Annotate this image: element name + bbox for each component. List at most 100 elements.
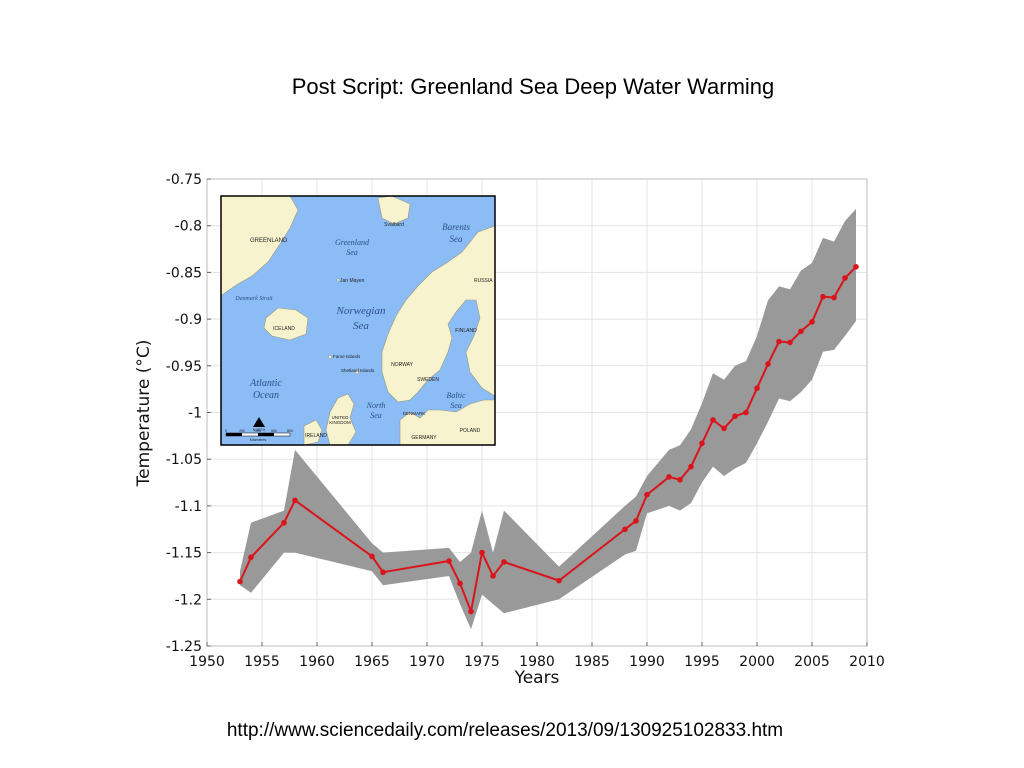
- y-tick-label-8: -0.85: [166, 265, 202, 281]
- data-point-22: [732, 413, 738, 420]
- data-point-7: [457, 580, 463, 587]
- x-tick-label-4: 1970: [409, 654, 445, 670]
- map-inset: Greenland Sea Barents Sea Norwegian Sea …: [220, 195, 496, 446]
- map-label-poland: POLAND: [460, 428, 481, 434]
- map-label-baltic-2: Sea: [450, 401, 462, 410]
- map-label-denmark-strait: Denmark Strait: [234, 296, 272, 302]
- y-tick-label-9: -0.8: [175, 219, 202, 235]
- map-shetland-islands: [354, 369, 360, 375]
- source-link[interactable]: http://www.sciencedaily.com/releases/201…: [226, 720, 784, 741]
- data-point-21: [721, 425, 727, 432]
- data-point-4: [369, 553, 375, 560]
- map-label-svalbard: Svalbard: [384, 222, 404, 228]
- map-jan-mayen: [336, 278, 340, 282]
- data-point-31: [831, 294, 837, 301]
- data-point-3: [292, 497, 298, 504]
- x-tick-label-11: 2005: [794, 654, 830, 670]
- y-tick-label-1: -1.2: [175, 592, 202, 608]
- y-tick-label-5: -1: [188, 406, 202, 422]
- map-frame: [220, 195, 496, 446]
- map-faroe-islands: [328, 355, 332, 359]
- map-land-scandinavia: [381, 225, 496, 403]
- svg-text:600: 600: [271, 429, 277, 433]
- data-point-28: [798, 328, 804, 335]
- map-label-barents-2: Sea: [450, 234, 463, 244]
- y-tick-label-4: -1.05: [166, 452, 202, 468]
- y-tick-label-0: -1.25: [166, 639, 202, 655]
- map-label-finland: FINLAND: [455, 328, 477, 334]
- map-label-atlantic-1: Atlantic: [249, 378, 282, 389]
- data-point-14: [633, 518, 639, 524]
- x-tick-label-6: 1980: [519, 654, 555, 670]
- data-point-12: [556, 577, 562, 584]
- series-line: [239, 266, 857, 616]
- data-point-5: [380, 569, 386, 576]
- x-tick-label-1: 1955: [244, 654, 280, 670]
- x-tick-label-9: 1995: [684, 654, 720, 670]
- map-label-atlantic-2: Ocean: [253, 390, 279, 401]
- data-point-6: [446, 558, 452, 564]
- x-axis-ticks: 1950 1955 1960 1965 1970 1975 1980 1985 1990 1995…: [189, 642, 885, 670]
- x-tick-label-5: 1975: [464, 654, 500, 670]
- data-point-9: [479, 549, 485, 556]
- svg-text:200: 200: [239, 429, 245, 433]
- map-label-faroe: Faroe Islands: [333, 354, 361, 359]
- map-label-barents-1: Barents: [442, 222, 470, 232]
- slide-title: Post Script: Greenland Sea Deep Water Wa…: [291, 74, 775, 99]
- x-tick-label-8: 1990: [629, 654, 665, 670]
- x-tick-label-10: 2000: [739, 654, 775, 670]
- data-point-33: [853, 263, 859, 270]
- map-label-uk-2: KINGDOM: [329, 420, 351, 425]
- svg-text:Kilometres: Kilometres: [250, 438, 267, 442]
- north-arrow-icon: [253, 417, 265, 427]
- x-tick-label-2: 1960: [299, 654, 335, 670]
- map-label-north-sea-2: Sea: [370, 411, 382, 420]
- map-label-denmark: DENMARK: [403, 411, 426, 416]
- map-land-ireland: [303, 419, 323, 446]
- map-land-iceland: [263, 307, 309, 341]
- map-label-uk-1: UNITED: [332, 415, 350, 420]
- svg-text:0: 0: [225, 429, 227, 433]
- data-point-32: [842, 275, 848, 281]
- data-point-24: [754, 385, 760, 392]
- data-point-2: [281, 519, 287, 526]
- svg-text:800: 800: [287, 429, 293, 433]
- y-axis-title: Temperature (°C): [134, 340, 154, 488]
- y-axis-ticks: -1.25 -1.2 -1.15 -1.1 -1.05 -1 -0.95 -0.9 -0.85 -…: [166, 172, 211, 655]
- data-points: [237, 263, 859, 615]
- svg-text:400: 400: [255, 429, 261, 433]
- data-point-15: [644, 491, 650, 498]
- map-label-norwegian-1: Norwegian: [336, 305, 386, 317]
- y-tick-label-6: -0.95: [166, 359, 202, 375]
- data-point-13: [622, 526, 628, 533]
- data-point-26: [776, 338, 782, 345]
- data-point-23: [743, 409, 749, 416]
- map-label-ireland: IRELAND: [305, 433, 327, 439]
- map-label-shetland: Shetland Islands: [341, 368, 375, 373]
- x-tick-label-3: 1965: [354, 654, 390, 670]
- map-label-iceland: ICELAND: [273, 326, 295, 332]
- data-point-27: [787, 339, 793, 346]
- x-tick-label-0: 1950: [189, 654, 225, 670]
- data-point-25: [765, 361, 771, 367]
- map-land-greenland: [220, 195, 299, 297]
- data-point-17: [677, 476, 683, 483]
- map-label-baltic-1: Baltic: [446, 391, 466, 400]
- map-label-jan-mayen: Jan Mayen: [340, 278, 365, 284]
- y-tick-label-2: -1.15: [166, 546, 202, 562]
- data-point-8: [468, 608, 474, 615]
- x-tick-label-7: 1985: [574, 654, 610, 670]
- map-label-norway: NORWAY: [391, 362, 414, 368]
- data-point-19: [699, 440, 705, 447]
- map-label-greenland-sea-1: Greenland: [335, 238, 370, 247]
- map-label-germany: GERMANY: [411, 435, 437, 441]
- data-point-11: [501, 559, 507, 565]
- map-label-greenland-sea-2: Sea: [346, 248, 358, 257]
- data-point-20: [710, 417, 716, 423]
- map-water-bothnia: [452, 310, 472, 356]
- map-label-greenland: GREENLAND: [250, 238, 288, 244]
- data-point-29: [809, 319, 815, 325]
- data-point-10: [490, 573, 496, 579]
- map-label-norwegian-2: Sea: [353, 320, 369, 332]
- map-land-uk: [325, 393, 357, 446]
